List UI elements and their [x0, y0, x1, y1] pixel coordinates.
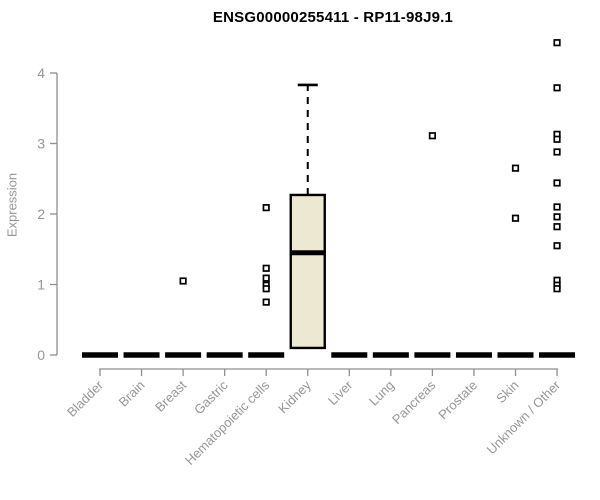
chart-title: ENSG00000255411 - RP11-98J9.1 — [212, 9, 454, 26]
boxplot-hematopoietic-cells — [248, 204, 285, 358]
outlier-point — [553, 84, 561, 92]
zero-box-dash — [165, 352, 202, 358]
boxplot-unknown-other — [539, 39, 576, 358]
zero-box-dash — [414, 352, 451, 358]
boxplot-skin — [497, 164, 534, 358]
outlier-point — [553, 242, 561, 250]
outlier-point — [553, 285, 561, 293]
boxplot-brain — [123, 352, 160, 358]
x-tick-label-gastric: Gastric — [191, 377, 231, 417]
outlier-point — [553, 148, 561, 156]
x-tick-label-brain: Brain — [116, 378, 148, 410]
outlier-point — [262, 274, 270, 282]
y-tick-label: 4 — [37, 65, 45, 81]
outlier-point — [553, 213, 561, 221]
outlier-point — [553, 203, 561, 211]
zero-box-dash — [455, 352, 492, 358]
x-tick-label-kidney: Kidney — [275, 377, 314, 416]
zero-box-dash — [123, 352, 160, 358]
boxplot-liver — [331, 352, 368, 358]
iqr-box — [289, 193, 326, 350]
boxplot-prostate — [455, 352, 492, 358]
x-tick-label-breast: Breast — [152, 377, 189, 414]
outlier-point — [262, 285, 270, 293]
x-tick-label-unknown-other: Unknown / Other — [484, 377, 564, 457]
x-tick-label-pancreas: Pancreas — [389, 377, 439, 427]
zero-box-dash — [372, 352, 409, 358]
outlier-point — [553, 223, 561, 231]
outlier-point — [179, 277, 187, 285]
zero-box-dash — [539, 352, 576, 358]
boxplot-bladder — [82, 352, 118, 358]
y-tick-label: 2 — [37, 206, 45, 222]
x-tick-label-prostate: Prostate — [435, 378, 480, 423]
outlier-point — [553, 179, 561, 187]
zero-box-dash — [331, 352, 368, 358]
y-tick-label: 0 — [37, 347, 45, 363]
outlier-point — [511, 214, 520, 222]
x-tick-label-skin: Skin — [493, 378, 521, 406]
outlier-point — [262, 204, 270, 212]
boxplot-gastric — [206, 352, 243, 358]
outlier-point — [262, 264, 270, 272]
boxplot-kidney — [289, 83, 326, 350]
outlier-point — [511, 164, 520, 172]
outlier-point — [428, 132, 436, 140]
x-tick-label-bladder: Bladder — [64, 377, 107, 420]
zero-box-dash — [497, 352, 534, 358]
zero-box-dash — [82, 352, 118, 358]
x-tick-label-lung: Lung — [366, 378, 397, 409]
boxplot-lung — [372, 352, 409, 358]
x-tick-label-liver: Liver — [325, 377, 356, 408]
outlier-point — [553, 135, 561, 143]
boxplot-breast — [165, 277, 202, 358]
y-tick-label: 3 — [37, 136, 45, 152]
boxplot-pancreas — [414, 132, 451, 358]
y-tick-label: 1 — [37, 277, 45, 293]
outlier-point — [262, 298, 270, 306]
outlier-point — [553, 39, 561, 47]
zero-box-dash — [248, 352, 285, 358]
zero-box-dash — [206, 352, 243, 358]
